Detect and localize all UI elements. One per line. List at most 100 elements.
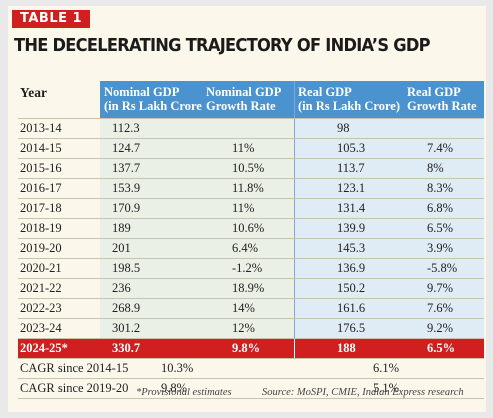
cell-nominal-growth: 12% <box>232 321 255 335</box>
cell-nominal-gdp: 137.7 <box>112 161 141 175</box>
table-header-row: Year Nominal GDP (in Rs Lakh Crore) Nomi… <box>18 81 484 119</box>
cell-real-gdp: 188 <box>337 341 356 355</box>
cell-real-gdp: 123.1 <box>337 181 366 195</box>
cell-nominal-growth: 6.4% <box>232 241 259 255</box>
column-separator <box>294 139 295 158</box>
column-separator <box>294 219 295 238</box>
cell-nominal-growth: 11% <box>232 201 255 215</box>
cell-real-gdp: 150.2 <box>337 281 366 295</box>
nominal-band <box>100 179 294 198</box>
cell-real-gdp: 176.5 <box>337 321 366 335</box>
column-separator <box>294 279 295 298</box>
cell-real-growth: 3.9% <box>427 241 454 255</box>
cell-nominal-gdp: 236 <box>112 281 131 295</box>
cagr-nominal: 9.8% <box>161 381 188 395</box>
header-nominal-gdp-line2: (in Rs Lakh Crore) <box>104 99 206 113</box>
header-column-separator <box>294 81 295 118</box>
column-separator <box>294 179 295 198</box>
cell-nominal-growth: 11% <box>232 141 255 155</box>
table-body: 2013-14 112.3 98 2014-15 124.7 11% 105.3 7.4% 20… <box>18 119 484 359</box>
cagr-real: 5.1% <box>373 381 400 395</box>
column-separator <box>294 339 295 358</box>
table-row: 2014-15 124.7 11% 105.3 7.4% <box>18 139 484 159</box>
table-row: 2013-14 112.3 98 <box>18 119 484 139</box>
header-nominal-growth: Nominal GDP Growth Rate <box>202 81 294 118</box>
cell-nominal-growth: 11.8% <box>232 181 264 195</box>
cell-nominal-growth <box>202 119 294 138</box>
header-year: Year <box>20 85 47 100</box>
cell-real-gdp: 161.6 <box>337 301 366 315</box>
column-separator <box>294 159 295 178</box>
cagr-row: CAGR since 2014-15 10.3% 6.1% <box>18 359 484 379</box>
cell-nominal-growth: 18.9% <box>232 281 265 295</box>
cell-real-gdp: 98 <box>337 121 350 135</box>
cell-nominal-gdp: 112.3 <box>112 121 140 135</box>
cell-nominal-gdp: 198.5 <box>112 261 141 275</box>
cell-real-growth: -5.8% <box>427 261 458 275</box>
cell-year: 2023-24 <box>20 321 62 335</box>
cagr-nominal: 10.3% <box>161 361 194 375</box>
cell-real-growth: 8% <box>427 161 444 175</box>
column-separator <box>294 299 295 318</box>
real-band <box>294 199 484 218</box>
footnote-source: Source: MoSPI, CMIE, Indian Express rese… <box>262 387 464 398</box>
nominal-band <box>100 119 294 138</box>
nominal-band <box>100 219 294 238</box>
cell-year: 2020-21 <box>20 261 62 275</box>
cagr-row: CAGR since 2019-20 9.8% 5.1% <box>18 379 484 399</box>
table-title: THE DECELERATING TRAJECTORY OF INDIA’S G… <box>14 36 431 56</box>
cell-real-growth: 7.4% <box>427 141 454 155</box>
nominal-band <box>100 279 294 298</box>
cell-real-growth: 8.3% <box>427 181 454 195</box>
cell-real-gdp: 131.4 <box>337 201 366 215</box>
table-row: 2019-20 201 6.4% 145.3 3.9% <box>18 239 484 259</box>
cell-nominal-growth: -1.2% <box>232 261 263 275</box>
header-real-growth-line1: Real GDP <box>407 85 461 99</box>
header-nominal-growth-line2: Growth Rate <box>206 99 276 113</box>
header-real-growth: Real GDP Growth Rate <box>403 81 484 118</box>
cell-real-gdp: 145.3 <box>337 241 366 255</box>
cell-real-gdp: 113.7 <box>337 161 365 175</box>
real-band <box>294 119 484 138</box>
cell-nominal-gdp: 153.9 <box>112 181 141 195</box>
cell-real-growth: 9.2% <box>427 321 454 335</box>
cell-year: 2013-14 <box>20 121 62 135</box>
column-separator <box>294 119 295 138</box>
cell-nominal-gdp: 301.2 <box>112 321 141 335</box>
real-band <box>294 279 484 298</box>
nominal-band <box>100 199 294 218</box>
cell-year: 2019-20 <box>20 241 62 255</box>
footnote-provisional-text: *Provisional estimates <box>136 387 232 398</box>
header-real-growth-line2: Growth Rate <box>407 99 477 113</box>
table-card: TABLE 1 THE DECELERATING TRAJECTORY OF I… <box>8 6 486 412</box>
real-band <box>294 179 484 198</box>
cell-nominal-gdp: 268.9 <box>112 301 141 315</box>
cell-real-growth: 6.5% <box>427 341 456 355</box>
real-band <box>294 159 484 178</box>
table-row: 2016-17 153.9 11.8% 123.1 8.3% <box>18 179 484 199</box>
cell-real-growth: 7.6% <box>427 301 454 315</box>
table-row: 2020-21 198.5 -1.2% 136.9 -5.8% <box>18 259 484 279</box>
table-badge: TABLE 1 <box>12 10 91 28</box>
cagr-label: CAGR since 2014-15 <box>20 361 129 375</box>
cell-real-gdp: 139.9 <box>337 221 366 235</box>
real-band <box>294 259 484 278</box>
cell-nominal-growth: 9.8% <box>232 341 261 355</box>
cell-nominal-gdp: 124.7 <box>112 141 141 155</box>
table-row: 2023-24 301.2 12% 176.5 9.2% <box>18 319 484 339</box>
header-nominal-gdp-line1: Nominal GDP <box>104 85 180 99</box>
real-band <box>294 239 484 258</box>
footnote-source-text: Source: MoSPI, CMIE, Indian Express rese… <box>262 387 464 398</box>
nominal-band <box>100 159 294 178</box>
cell-real-gdp: 105.3 <box>337 141 366 155</box>
column-separator <box>294 319 295 338</box>
gdp-table: Year Nominal GDP (in Rs Lakh Crore) Nomi… <box>18 81 484 399</box>
column-separator <box>294 199 295 218</box>
real-band <box>294 319 484 338</box>
cell-nominal-growth: 10.6% <box>232 221 265 235</box>
table-row: 2018-19 189 10.6% 139.9 6.5% <box>18 219 484 239</box>
header-nominal-growth-line1: Nominal GDP <box>206 85 282 99</box>
cell-real-growth: 9.7% <box>427 281 454 295</box>
cell-year: 2014-15 <box>20 141 62 155</box>
table-row-highlighted: 2024-25* 330.7 9.8% 188 6.5% <box>18 339 484 359</box>
